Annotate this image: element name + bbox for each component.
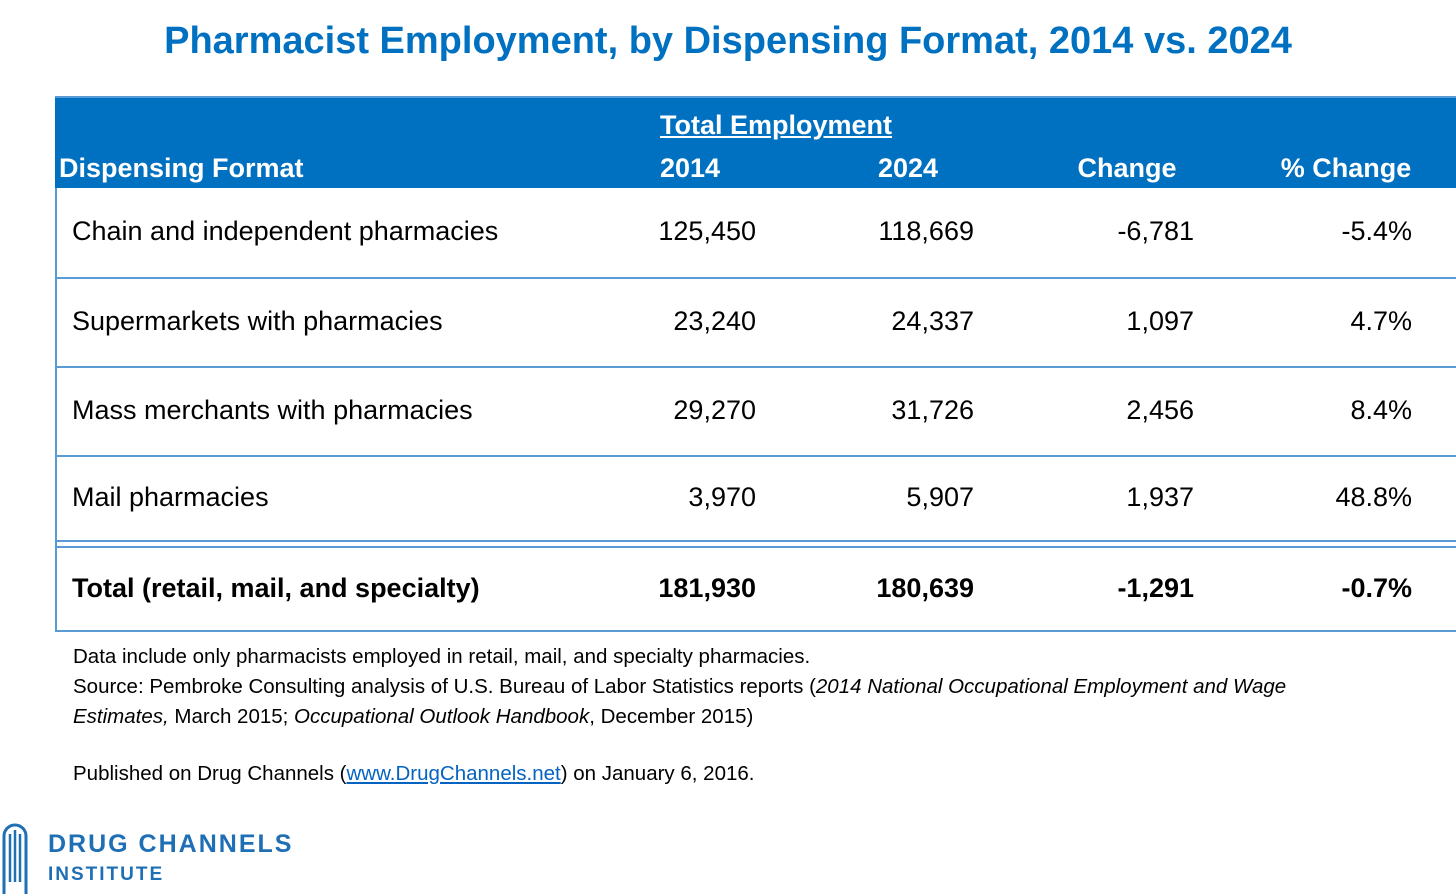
notes: Data include only pharmacists employed i… xyxy=(73,642,1373,732)
row-label: Chain and independent pharmacies xyxy=(72,216,499,246)
published-text: Published on Drug Channels ( xyxy=(73,762,347,785)
double-rule xyxy=(57,546,1456,548)
column-header: 2024 xyxy=(877,153,939,183)
cell-value: 29,270 xyxy=(673,394,756,425)
logo-icon xyxy=(2,823,28,894)
row-label: Supermarkets with pharmacies xyxy=(72,305,443,336)
cell-value: 3,970 xyxy=(688,481,756,512)
published-note: Published on Drug Channels (www.DrugChan… xyxy=(73,762,754,786)
source-title: 2014 National Occupational Employment an… xyxy=(73,675,1287,728)
table-header: Total Employment Dispensing Format 2014 20… xyxy=(55,96,1456,188)
column-header: Change xyxy=(1077,153,1177,183)
cell-value: 31,726 xyxy=(891,394,974,425)
cell-value: 5,907 xyxy=(906,481,974,512)
column-header: 2014 xyxy=(659,153,721,183)
row-label: Total (retail, mail, and specialty) xyxy=(72,572,480,603)
cell-value: 48.8% xyxy=(1335,481,1412,512)
row-divider xyxy=(57,366,1456,368)
website-link[interactable]: www.DrugChannels.net xyxy=(346,762,561,785)
cell-value: 118,669 xyxy=(878,216,974,246)
source-text: March 2015; xyxy=(168,705,295,728)
source-note: Source: Pembroke Consulting analysis of … xyxy=(73,672,1373,732)
logo-text: DRUG CHANNELS xyxy=(48,830,294,858)
cell-value: -5.4% xyxy=(1341,216,1412,246)
source-title: Occupational Outlook Handbook xyxy=(294,705,590,728)
group-header: Total Employment xyxy=(660,110,893,140)
cell-value: 181,930 xyxy=(658,572,756,603)
double-rule xyxy=(57,540,1456,542)
source-text: , December 2015) xyxy=(589,705,754,728)
cell-value: -1,291 xyxy=(1117,572,1194,603)
column-header: Dispensing Format xyxy=(59,153,304,183)
table: Total Employment Dispensing Format 2014 20… xyxy=(55,96,1456,632)
row-label: Mail pharmacies xyxy=(72,481,269,512)
title: Pharmacist Employment, by Dispensing For… xyxy=(164,20,1292,62)
cell-value: -6,781 xyxy=(1117,216,1194,246)
cell-value: -0.7% xyxy=(1341,572,1412,603)
row-label: Mass merchants with pharmacies xyxy=(72,394,473,425)
cell-value: 4.7% xyxy=(1350,305,1412,336)
cell-value: 2,456 xyxy=(1126,394,1194,425)
cell-value: 1,097 xyxy=(1126,305,1194,336)
logo-subtext: INSTITUTE xyxy=(48,864,165,885)
cell-value: 125,450 xyxy=(658,216,756,246)
row-divider xyxy=(57,277,1456,279)
note-line: Data include only pharmacists employed i… xyxy=(73,645,811,668)
cell-value: 180,639 xyxy=(876,572,974,603)
source-text: Source: Pembroke Consulting analysis of … xyxy=(73,675,816,698)
cell-value: 1,937 xyxy=(1126,481,1194,512)
cell-value: 24,337 xyxy=(891,305,974,336)
row-divider xyxy=(57,455,1456,457)
column-header: % Change xyxy=(1280,153,1412,183)
published-text: ) on January 6, 2016. xyxy=(560,762,755,785)
cell-value: 8.4% xyxy=(1350,394,1412,425)
cell-value: 23,240 xyxy=(673,305,756,336)
